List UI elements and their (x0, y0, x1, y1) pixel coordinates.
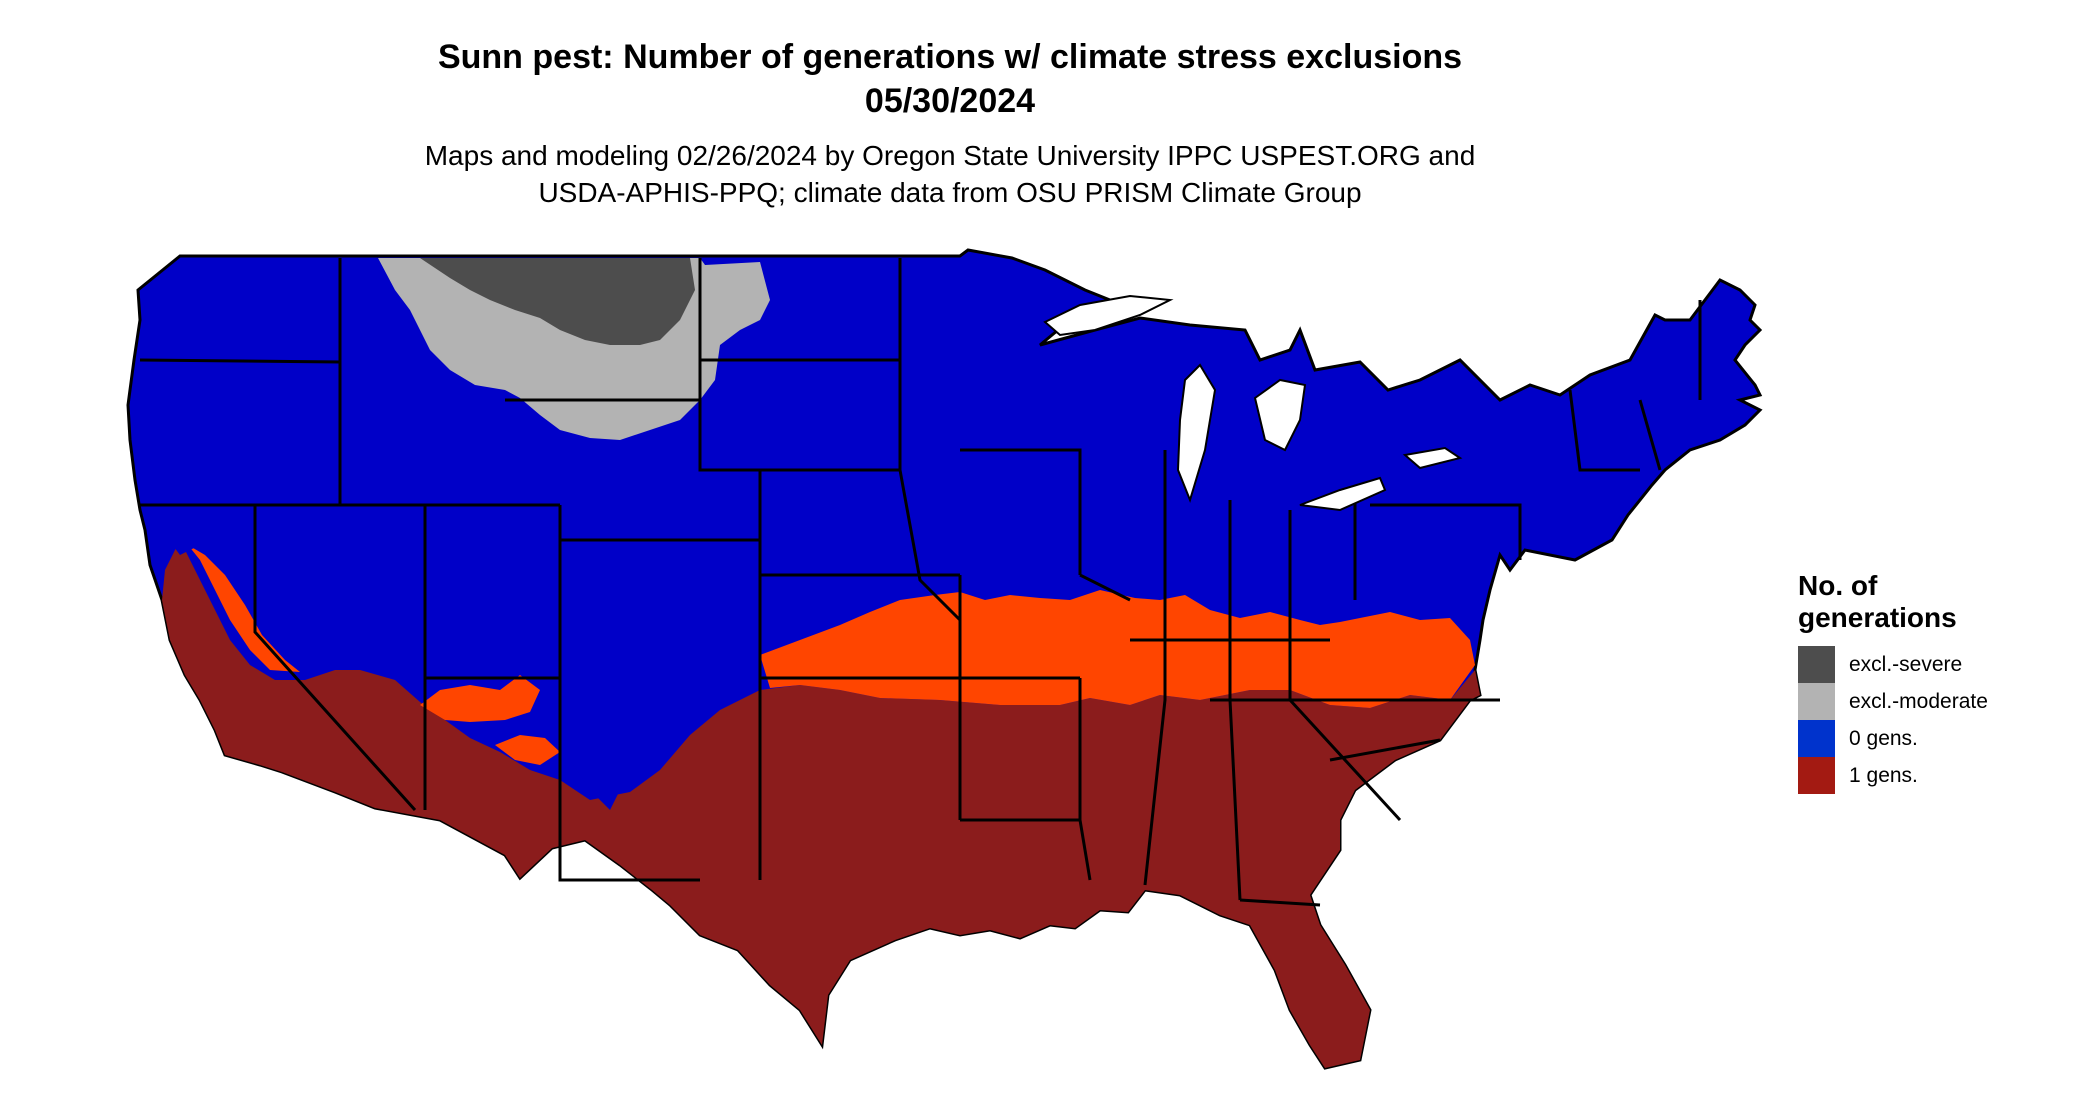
transition-band-southwest (420, 675, 540, 722)
region-excl-severe (420, 258, 695, 345)
lake-erie (1299, 476, 1387, 512)
legend-items: excl.-severe excl.-moderate 0 gens. 1 ge… (1798, 646, 1988, 794)
legend-swatch-1-gens (1798, 757, 1835, 794)
legend-label-0-gens: 0 gens. (1849, 726, 1918, 750)
state-borders (139, 258, 1702, 907)
map-date: 05/30/2024 (864, 82, 1036, 120)
legend-item-0-gens: 0 gens. (1798, 720, 1988, 757)
legend-item-excl-severe: excl.-severe (1798, 646, 1988, 683)
legend-swatch-0-gens (1798, 720, 1835, 757)
lake-superior (1043, 294, 1174, 337)
legend-label-1-gens: 1 gens. (1849, 763, 1918, 787)
transition-band-california (188, 545, 300, 672)
legend-item-1-gens: 1 gens. (1798, 757, 1988, 794)
legend-swatch-excl-moderate (1798, 683, 1835, 720)
lake-huron (1253, 378, 1307, 452)
map-subtitle-line1: Maps and modeling 02/26/2024 by Oregon S… (424, 140, 1476, 171)
lake-michigan (1176, 363, 1217, 504)
region-1-gen (162, 540, 1480, 1068)
lake-ontario (1402, 446, 1463, 470)
transition-band-southwest-2 (495, 735, 560, 765)
legend: No. of generations excl.-severe excl.-mo… (1798, 570, 1988, 794)
legend-title-line1: No. of (1798, 570, 1878, 601)
legend-title-line2: generations (1798, 602, 1957, 633)
southwest-mountains-blue (555, 670, 700, 810)
map-title: Sunn pest: Number of generations w/ clim… (437, 38, 1463, 76)
legend-label-excl-moderate: excl.-moderate (1849, 689, 1988, 713)
legend-item-excl-moderate: excl.-moderate (1798, 683, 1988, 720)
legend-swatch-excl-severe (1798, 646, 1835, 683)
map-subtitle-line2: USDA-APHIS-PPQ; climate data from OSU PR… (538, 177, 1362, 208)
sierra-blue (165, 500, 200, 555)
legend-label-excl-severe: excl.-severe (1849, 652, 1963, 676)
